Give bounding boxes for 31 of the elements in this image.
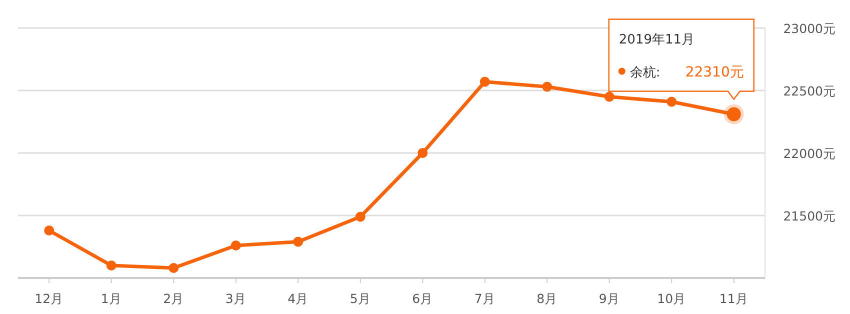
point	[604, 92, 614, 102]
x-tick-label: 1月	[100, 291, 122, 306]
x-tick-label: 11月	[719, 291, 748, 306]
data-label: 22310元	[685, 64, 744, 80]
point	[168, 263, 179, 273]
x-tick-label: 8月	[536, 291, 558, 306]
x-tick-label: 5月	[350, 291, 371, 306]
x-tick-label: 2月	[163, 291, 184, 306]
point	[293, 236, 304, 247]
x-tick-label: 12月	[34, 291, 64, 306]
point	[666, 96, 677, 107]
point	[106, 260, 116, 270]
annotation: 2019年11月	[618, 32, 695, 48]
x-tick-label: 7月	[474, 291, 496, 306]
point	[44, 226, 54, 236]
point	[355, 212, 366, 222]
point	[480, 76, 490, 87]
point	[230, 240, 241, 250]
x-tick-label: 9月	[598, 291, 620, 306]
legend: 余杭:	[618, 65, 660, 80]
y-tick-label: 21500元	[783, 208, 836, 224]
y-tick-label: 22500元	[783, 84, 836, 98]
y-tick-label: 22000元	[783, 146, 836, 161]
x-tick-label: 6月	[412, 291, 434, 306]
point	[418, 148, 428, 158]
y-tick-label: 23000元	[783, 21, 836, 36]
x-tick-label: 10月	[657, 291, 686, 306]
point	[542, 82, 552, 92]
legend-label: 余杭:	[630, 65, 660, 80]
x-tick-label: 4月	[288, 291, 309, 306]
x-tick-label: 3月	[225, 291, 246, 306]
